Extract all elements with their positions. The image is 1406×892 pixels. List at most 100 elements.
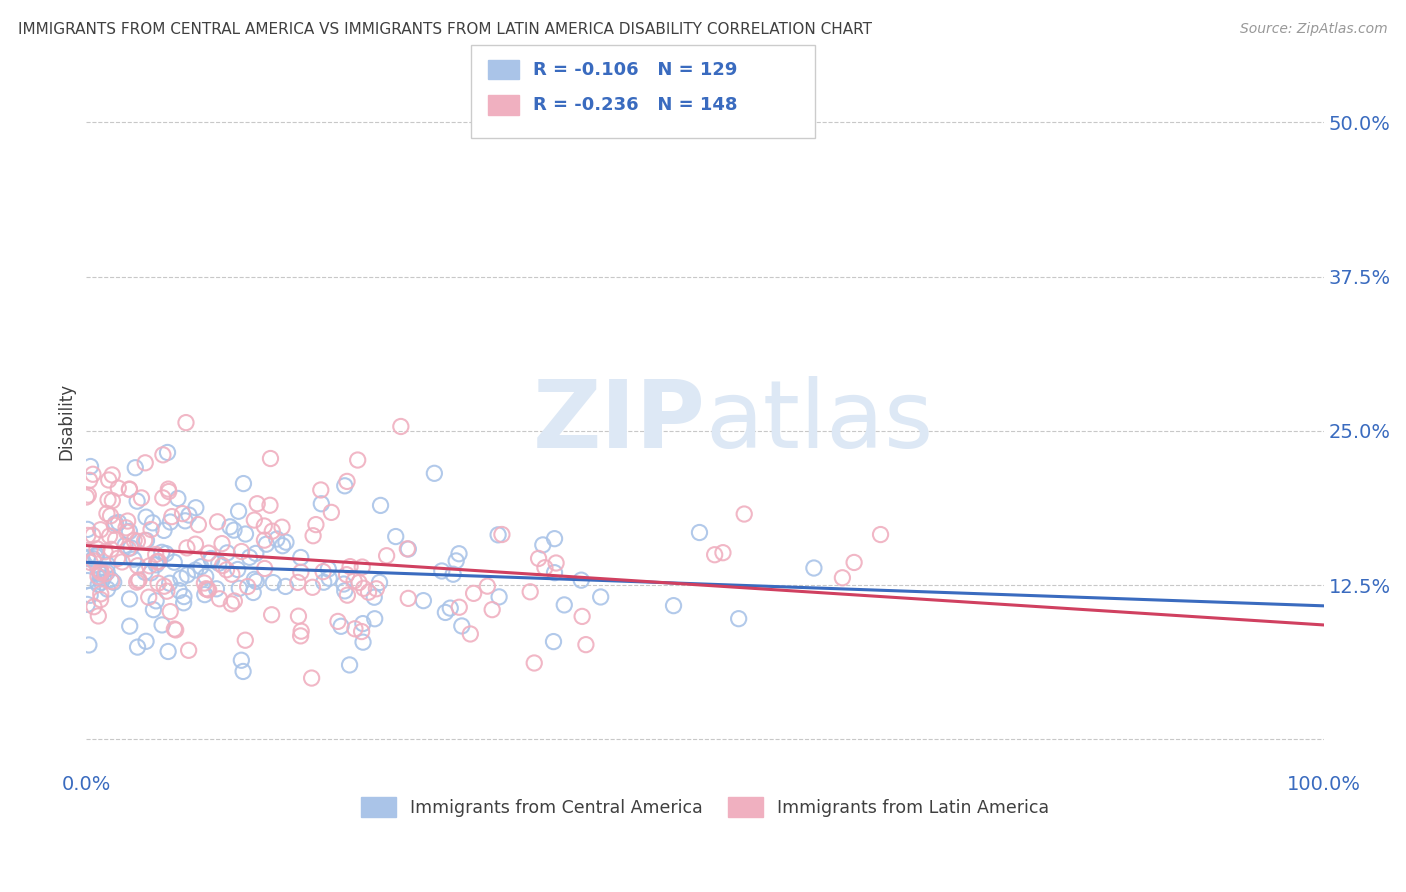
Point [543, 566, 565, 580]
Point [208, 556, 231, 570]
Point [83, 554, 105, 568]
Point [107, 551, 129, 566]
Point [173, 596, 195, 610]
Point [274, 535, 297, 549]
Point [103, 575, 125, 590]
Point [97, 473, 120, 487]
Point [120, 541, 142, 555]
Point [330, 619, 353, 633]
Point [441, 567, 464, 582]
Point [254, 537, 277, 551]
Point [128, 573, 150, 587]
Point [527, 551, 550, 566]
Point [208, 591, 231, 606]
Point [100, 542, 122, 557]
Point [76, 528, 98, 542]
Point [145, 548, 167, 562]
Point [219, 520, 242, 534]
Point [122, 552, 145, 566]
Point [89, 565, 111, 579]
Point [134, 533, 156, 548]
Point [450, 619, 472, 633]
Point [531, 538, 554, 552]
Point [159, 576, 181, 591]
Point [195, 582, 218, 596]
Point [486, 528, 509, 542]
Point [233, 633, 256, 648]
Point [184, 563, 207, 577]
Point [217, 546, 239, 560]
Point [733, 507, 755, 521]
Point [211, 558, 233, 573]
Point [444, 554, 467, 568]
Point [104, 516, 127, 531]
Point [100, 573, 122, 587]
Point [89, 563, 111, 577]
Point [333, 479, 356, 493]
Point [100, 508, 122, 523]
Point [117, 541, 139, 556]
Legend: Immigrants from Central America, Immigrants from Latin America: Immigrants from Central America, Immigra… [354, 790, 1056, 824]
Point [94, 566, 117, 581]
Point [82, 467, 104, 482]
Point [302, 529, 325, 543]
Point [662, 599, 685, 613]
Point [253, 519, 276, 533]
Point [90, 575, 112, 590]
Point [156, 445, 179, 459]
Point [336, 588, 359, 602]
Point [146, 555, 169, 569]
Point [142, 602, 165, 616]
Point [94, 545, 117, 559]
Point [79, 588, 101, 602]
Point [534, 560, 557, 574]
Point [842, 556, 865, 570]
Point [245, 574, 267, 589]
Point [114, 538, 136, 552]
Text: Source: ZipAtlas.com: Source: ZipAtlas.com [1240, 22, 1388, 37]
Point [346, 453, 368, 467]
Point [366, 582, 388, 596]
Point [107, 481, 129, 495]
Point [336, 475, 359, 489]
Point [127, 640, 149, 654]
Point [477, 579, 499, 593]
Point [335, 567, 357, 582]
Point [115, 521, 138, 535]
Point [165, 623, 187, 637]
Point [287, 575, 309, 590]
Point [157, 644, 180, 658]
Point [519, 584, 541, 599]
Point [347, 575, 370, 590]
Point [197, 546, 219, 560]
Point [87, 569, 110, 583]
Point [150, 618, 173, 632]
Point [488, 590, 510, 604]
Point [343, 622, 366, 636]
Point [139, 523, 162, 537]
Text: R = -0.106   N = 129: R = -0.106 N = 129 [533, 61, 737, 78]
Point [122, 533, 145, 548]
Point [79, 459, 101, 474]
Point [439, 601, 461, 615]
Point [184, 537, 207, 551]
Point [259, 451, 281, 466]
Point [423, 467, 446, 481]
Point [76, 574, 98, 588]
Point [205, 582, 228, 596]
Point [96, 507, 118, 521]
Point [104, 533, 127, 547]
Point [543, 634, 565, 648]
Point [463, 586, 485, 600]
Point [148, 555, 170, 569]
Point [326, 615, 349, 629]
Point [134, 566, 156, 580]
Point [118, 483, 141, 497]
Point [127, 534, 149, 549]
Point [127, 494, 149, 508]
Point [353, 582, 375, 596]
Point [332, 577, 354, 591]
Point [76, 551, 98, 566]
Point [569, 573, 592, 587]
Point [246, 497, 269, 511]
